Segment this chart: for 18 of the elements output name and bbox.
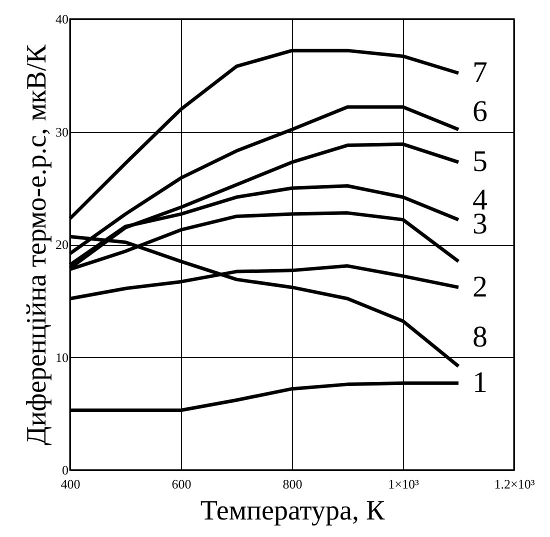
x-tick-label: 600 — [172, 476, 192, 492]
series-label: 5 — [472, 145, 488, 178]
y-tick-label: 30 — [56, 124, 68, 140]
x-axis-title: Температура, К — [200, 496, 385, 526]
series-label: 1 — [472, 366, 488, 400]
y-tick-label: 20 — [56, 237, 68, 252]
y-tick-label: 0 — [62, 462, 68, 478]
y-tick-label: 40 — [56, 12, 68, 26]
x-tick-label: 800 — [282, 476, 302, 492]
series-label: 2 — [472, 270, 488, 304]
y-axis-title: Диференційна термо-е.р.с, мкВ/К — [22, 44, 52, 446]
x-tick-label: 1×10³ — [388, 476, 419, 492]
y-tick-label: 10 — [56, 350, 68, 365]
x-tick-label: 1.2×10³ — [494, 476, 535, 492]
series-label: 6 — [472, 94, 488, 128]
series-label: 8 — [472, 320, 488, 354]
series-label: 7 — [472, 56, 488, 90]
x-tick-label: 400 — [60, 476, 80, 492]
